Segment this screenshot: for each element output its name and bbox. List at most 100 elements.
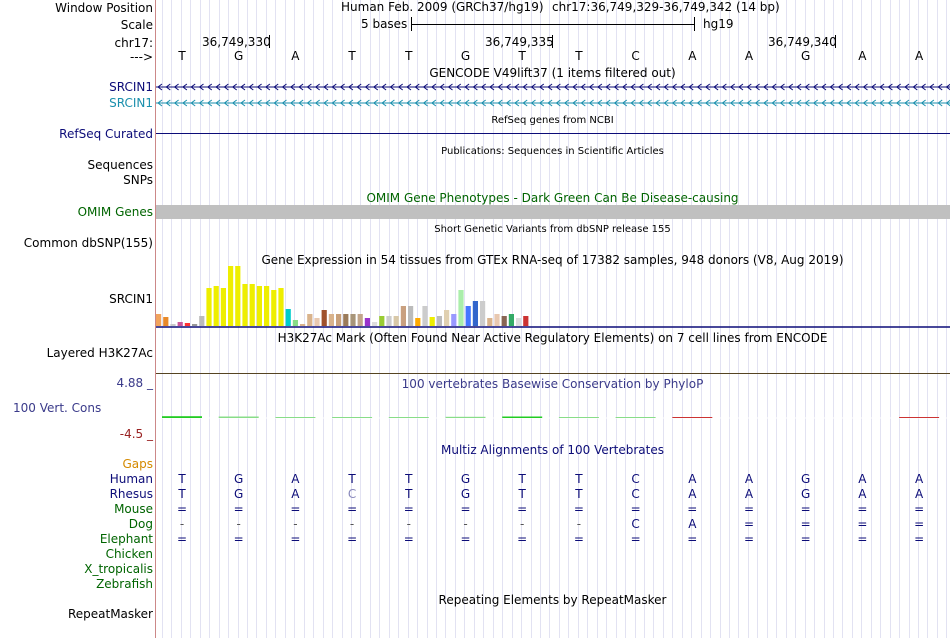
gtex-tissue-bar[interactable]	[343, 314, 349, 326]
strand-chevron	[256, 83, 262, 91]
gtex-tissue-bar[interactable]	[278, 288, 284, 326]
multiz-species-label[interactable]: Human	[109, 472, 153, 486]
strand-chevron	[929, 83, 935, 91]
gtex-tissue-bar[interactable]	[170, 324, 176, 326]
gtex-tissue-bar[interactable]	[192, 324, 198, 326]
strand-chevron	[621, 99, 628, 107]
gtex-tissue-bar[interactable]	[271, 290, 277, 326]
multiz-species-label[interactable]: X_tropicalis	[84, 562, 153, 576]
gtex-tissue-bar[interactable]	[458, 290, 464, 326]
gtex-tissue-bar[interactable]	[372, 322, 378, 326]
phylop-track-label[interactable]: 100 Vert. Cons	[13, 401, 102, 415]
gtex-tissue-bar[interactable]	[408, 306, 414, 326]
publications-sequences-label[interactable]: Sequences	[87, 158, 153, 172]
h3k27ac-track-label[interactable]: Layered H3K27Ac	[46, 346, 153, 360]
gtex-tissue-bar[interactable]	[177, 322, 183, 326]
gtex-tissue-bar[interactable]	[415, 318, 421, 326]
gtex-tissue-bar[interactable]	[379, 316, 385, 326]
gtex-tissue-bar[interactable]	[199, 316, 205, 326]
multiz-species-label[interactable]: Mouse	[114, 502, 153, 516]
gtex-tissue-bar[interactable]	[285, 309, 291, 326]
strand-chevron	[547, 83, 553, 91]
repeatmasker-track-label[interactable]: RepeatMasker	[67, 607, 153, 621]
gtex-tissue-bar[interactable]	[444, 310, 450, 326]
gtex-tissue-bar[interactable]	[480, 301, 486, 326]
gtex-tissue-bar[interactable]	[487, 318, 493, 326]
gtex-tissue-bar[interactable]	[249, 284, 255, 326]
omim-feature-bar[interactable]	[156, 205, 950, 219]
gtex-tissue-bar[interactable]	[213, 286, 219, 326]
gencode-gene-lines[interactable]	[156, 80, 950, 110]
strand-chevron	[597, 83, 603, 91]
gtex-tissue-bar[interactable]	[292, 320, 298, 326]
strand-chevron	[680, 99, 686, 107]
gtex-tissue-bar[interactable]	[472, 301, 478, 326]
gridline	[625, 0, 626, 638]
gtex-tissue-bar[interactable]	[350, 314, 356, 326]
gtex-tissue-bar[interactable]	[307, 314, 313, 326]
gtex-tissue-bar[interactable]	[393, 316, 399, 326]
gtex-tissue-bar[interactable]	[314, 318, 320, 326]
refseq-gene-line[interactable]	[156, 133, 950, 134]
gtex-tissue-bar[interactable]	[523, 316, 529, 326]
multiz-base: C	[631, 472, 640, 486]
gridline	[663, 0, 664, 638]
gridline	[729, 0, 730, 638]
multiz-species-label[interactable]: Chicken	[105, 547, 153, 561]
gtex-tissue-bar[interactable]	[429, 317, 435, 326]
strand-chevron	[904, 99, 910, 107]
multiz-species-label[interactable]: Rhesus	[109, 487, 153, 501]
gtex-tissue-bar[interactable]	[220, 288, 226, 326]
gtex-tissue-bar[interactable]	[386, 316, 392, 326]
dbsnp-track-label[interactable]: Common dbSNP(155)	[23, 236, 153, 250]
gtex-tissue-bar[interactable]	[206, 288, 212, 326]
gtex-tissue-bar[interactable]	[300, 324, 306, 326]
gtex-tissue-bar[interactable]	[436, 316, 442, 326]
gtex-tissue-bar[interactable]	[422, 306, 428, 326]
gtex-tissue-bar[interactable]	[516, 318, 522, 326]
multiz-base: C	[347, 487, 357, 501]
gridline	[256, 0, 257, 638]
strand-chevron	[746, 83, 752, 91]
gtex-tissue-bar[interactable]	[465, 306, 471, 326]
gtex-tissue-bar[interactable]	[228, 266, 234, 326]
gtex-tissue-bar[interactable]	[321, 310, 327, 326]
multiz-species-label[interactable]: Dog	[128, 517, 153, 531]
strand-chevron	[787, 83, 794, 91]
gencode-item-label[interactable]: SRCIN1	[109, 96, 153, 110]
multiz-species-label[interactable]: Elephant	[99, 532, 153, 546]
gtex-tissue-bar[interactable]	[242, 284, 248, 326]
omim-track-label[interactable]: OMIM Genes	[77, 205, 153, 219]
gtex-tissue-bar[interactable]	[508, 314, 514, 326]
strand-chevron	[854, 83, 860, 91]
gtex-tissue-bar[interactable]	[451, 314, 457, 326]
gtex-tissue-bar[interactable]	[156, 314, 162, 326]
scale-bases: 5 bases	[361, 17, 408, 31]
gtex-tissue-bar[interactable]	[494, 314, 500, 326]
gtex-bar-chart[interactable]	[156, 266, 950, 328]
strand-chevron	[613, 99, 619, 107]
gtex-tissue-bar[interactable]	[364, 318, 370, 326]
gtex-tissue-bar[interactable]	[184, 323, 190, 326]
gencode-item-label[interactable]: SRCIN1	[109, 80, 153, 94]
refseq-track-label[interactable]: RefSeq Curated	[59, 127, 153, 141]
gtex-tissue-bar[interactable]	[235, 266, 241, 326]
multiz-base: -	[576, 517, 582, 531]
strand-chevron	[572, 83, 578, 91]
gtex-tissue-bar[interactable]	[256, 286, 262, 326]
phylop-wiggle[interactable]	[156, 405, 950, 429]
multiz-species-label[interactable]: Zebrafish	[96, 577, 153, 591]
gtex-tissue-bar[interactable]	[400, 306, 406, 326]
publications-snps-label[interactable]: SNPs	[123, 173, 153, 187]
h3k27ac-track-title: H3K27Ac Mark (Often Found Near Active Re…	[277, 331, 828, 345]
gtex-tissue-bar[interactable]	[163, 317, 169, 326]
multiz-base: G	[460, 472, 471, 486]
gtex-tissue-bar[interactable]	[501, 316, 507, 326]
gtex-tissue-bar[interactable]	[328, 314, 334, 326]
gtex-tissue-bar[interactable]	[264, 286, 270, 326]
gtex-track-label[interactable]: SRCIN1	[109, 292, 153, 306]
gtex-tissue-bar[interactable]	[357, 314, 363, 326]
multiz-gaps-label[interactable]: Gaps	[122, 457, 153, 471]
gtex-tissue-bar[interactable]	[336, 314, 342, 326]
multiz-base: =	[347, 502, 358, 516]
